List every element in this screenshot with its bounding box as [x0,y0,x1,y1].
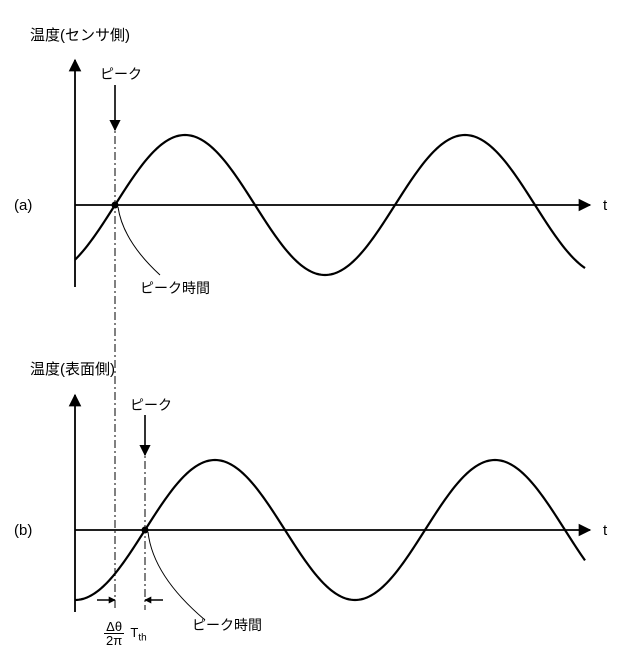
svg-layer [0,0,640,669]
figure-canvas: 温度(センサ側) ピーク (a) t ピーク時間 温度(表面側) ピーク (b)… [0,0,640,669]
